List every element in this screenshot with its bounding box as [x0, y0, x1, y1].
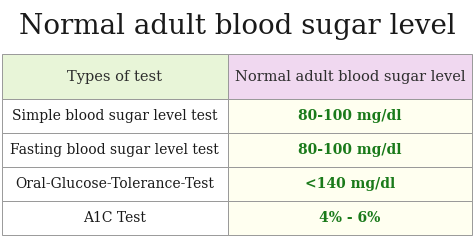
Text: 80-100 mg/dl: 80-100 mg/dl: [298, 109, 401, 123]
Bar: [228, 54, 472, 99]
Bar: [228, 201, 472, 235]
Text: <140 mg/dl: <140 mg/dl: [305, 177, 395, 191]
Bar: [2, 133, 228, 167]
Text: A1C Test: A1C Test: [83, 211, 146, 225]
Text: Simple blood sugar level test: Simple blood sugar level test: [12, 109, 218, 123]
Text: Normal adult blood sugar level: Normal adult blood sugar level: [235, 70, 465, 84]
Text: Types of test: Types of test: [67, 70, 162, 84]
Text: 80-100 mg/dl: 80-100 mg/dl: [298, 143, 401, 157]
Text: Oral-Glucose-Tolerance-Test: Oral-Glucose-Tolerance-Test: [15, 177, 214, 191]
Bar: [2, 54, 228, 99]
Bar: [228, 167, 472, 201]
Bar: [2, 167, 228, 201]
Bar: [2, 99, 228, 133]
Text: 4% - 6%: 4% - 6%: [319, 211, 381, 225]
Bar: [228, 99, 472, 133]
Text: Normal adult blood sugar level: Normal adult blood sugar level: [18, 13, 456, 40]
Bar: [2, 201, 228, 235]
Text: Fasting blood sugar level test: Fasting blood sugar level test: [10, 143, 219, 157]
Bar: [228, 133, 472, 167]
